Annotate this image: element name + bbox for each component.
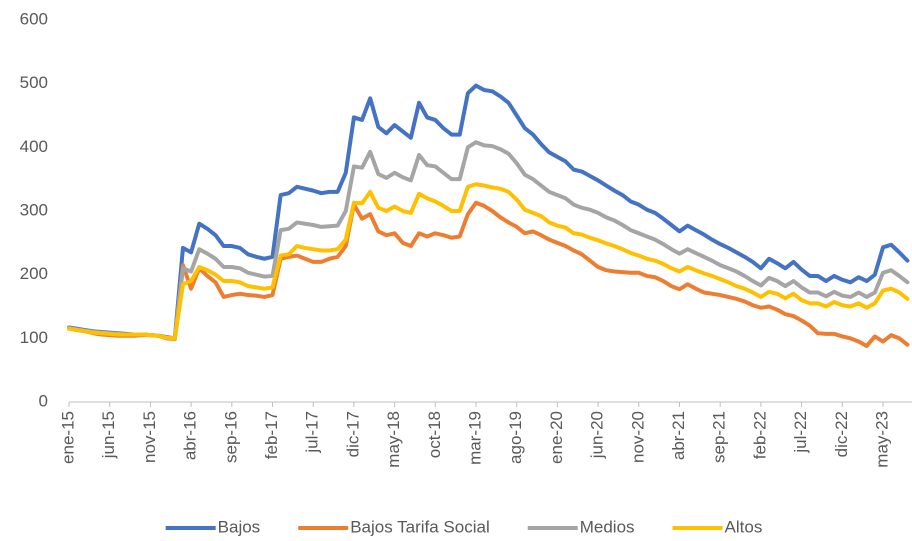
x-tick-label: oct-18 (425, 411, 444, 458)
y-tick-label: 200 (20, 264, 48, 283)
legend: Bajos Bajos Tarifa Social Medios Altos (165, 517, 763, 536)
series-line (67, 200, 910, 348)
x-tick-label: sep-21 (710, 411, 729, 463)
x-tick-label: nov-15 (140, 411, 159, 463)
series-line (67, 140, 910, 341)
x-tick-label: abr-21 (669, 411, 688, 460)
x-tick-label: nov-20 (628, 411, 647, 463)
x-tick-label: jul-17 (303, 411, 322, 454)
x-tick-label: jul-22 (791, 411, 810, 454)
legend-label: Altos (725, 517, 763, 536)
x-tick-label: may-18 (384, 411, 403, 468)
x-tick-label: dic-17 (343, 411, 362, 457)
y-tick-label: 100 (20, 328, 48, 347)
y-tick-label: 300 (20, 200, 48, 219)
x-tick-label: jun-15 (99, 411, 118, 459)
x-tick-label: may-23 (872, 411, 891, 468)
x-tick-label: feb-17 (262, 411, 281, 459)
y-tick-label: 0 (39, 391, 48, 410)
series-line (67, 83, 910, 341)
legend-label: Bajos Tarifa Social (350, 517, 490, 536)
legend-label: Bajos (218, 517, 261, 536)
x-tick-label: jun-20 (588, 411, 607, 459)
y-tick-label: 600 (20, 9, 48, 28)
y-tick-label: 400 (20, 137, 48, 156)
legend-label: Medios (580, 517, 635, 536)
x-tick-label: ene-15 (58, 411, 77, 464)
x-tick-label: feb-22 (750, 411, 769, 459)
x-tick-label: mar-19 (465, 411, 484, 465)
x-tick-label: abr-16 (181, 411, 200, 460)
x-tick-label: ago-19 (506, 411, 525, 464)
x-tick-label: ene-20 (547, 411, 566, 464)
series-line (67, 182, 910, 341)
x-tick-label: dic-22 (832, 411, 851, 457)
x-tick-label: sep-16 (221, 411, 240, 463)
y-tick-label: 500 (20, 73, 48, 92)
